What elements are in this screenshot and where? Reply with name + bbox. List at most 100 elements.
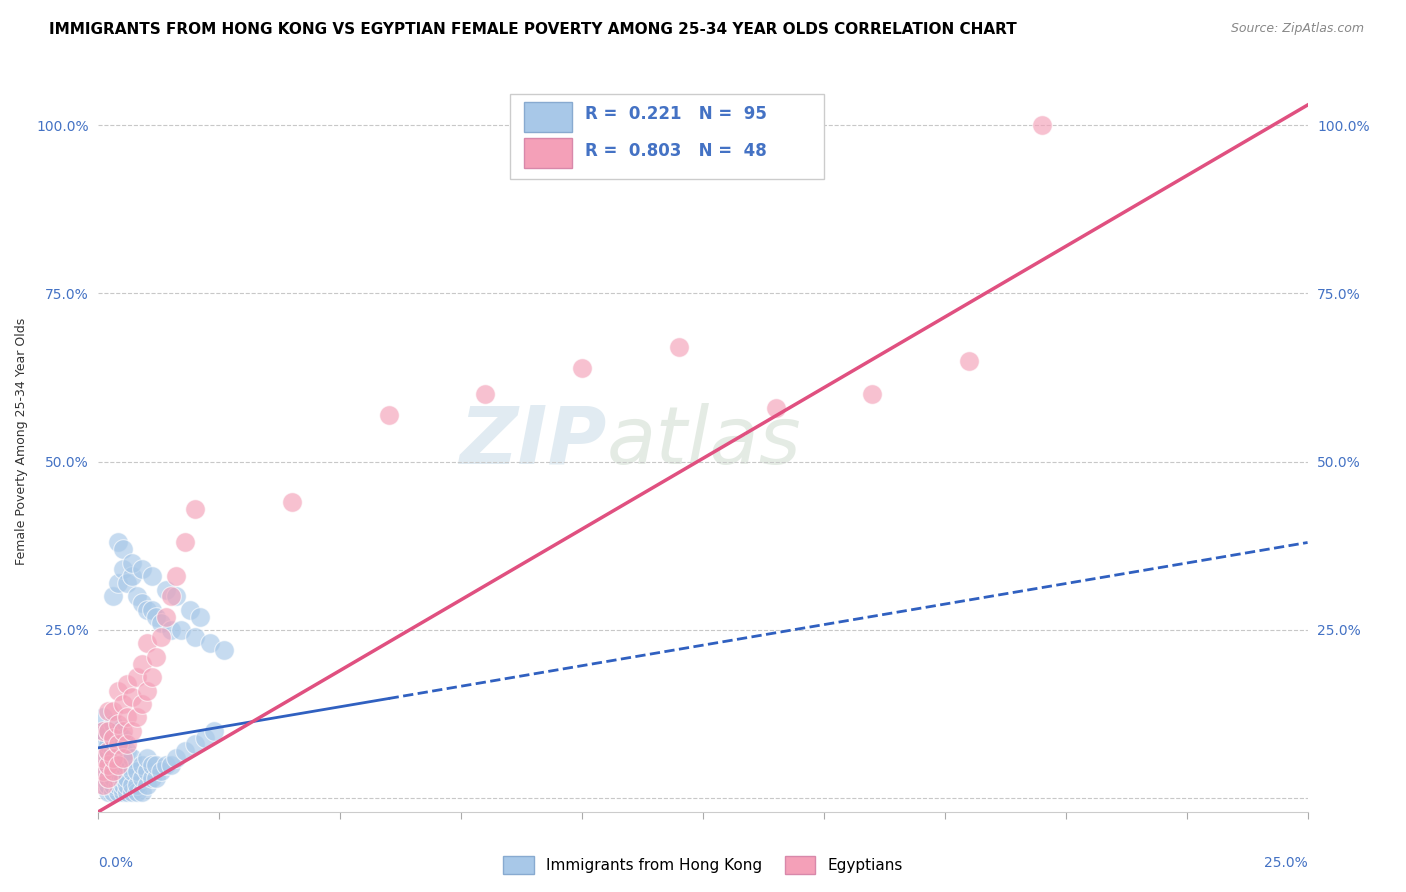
Point <box>212 643 235 657</box>
Point <box>101 717 124 731</box>
Point <box>107 764 129 779</box>
Point <box>97 757 120 772</box>
Point <box>111 751 134 765</box>
FancyBboxPatch shape <box>524 103 572 132</box>
Point <box>160 590 183 604</box>
Point <box>174 744 197 758</box>
Point <box>111 562 134 576</box>
Point <box>145 757 167 772</box>
Point <box>135 603 157 617</box>
Point <box>107 535 129 549</box>
Point <box>121 751 143 765</box>
Point <box>97 751 120 765</box>
Point <box>184 501 207 516</box>
Point <box>101 764 124 779</box>
Point <box>107 751 129 765</box>
Y-axis label: Female Poverty Among 25-34 Year Olds: Female Poverty Among 25-34 Year Olds <box>14 318 28 566</box>
Text: 25.0%: 25.0% <box>1264 856 1308 870</box>
Point <box>377 408 399 422</box>
Point <box>281 495 304 509</box>
Point <box>135 751 157 765</box>
Point <box>198 636 221 650</box>
Point <box>131 784 153 798</box>
Point <box>101 731 124 745</box>
Point <box>131 697 153 711</box>
Point <box>150 616 173 631</box>
Point <box>107 784 129 798</box>
Point <box>107 717 129 731</box>
Point <box>91 757 114 772</box>
Point <box>160 623 183 637</box>
FancyBboxPatch shape <box>509 94 824 178</box>
Point <box>97 744 120 758</box>
Point <box>107 683 129 698</box>
Point <box>765 401 787 415</box>
Point <box>141 670 163 684</box>
Point <box>127 710 149 724</box>
Point <box>91 710 114 724</box>
Point <box>860 387 883 401</box>
Point <box>111 697 134 711</box>
Point <box>121 784 143 798</box>
Point <box>107 723 129 738</box>
Point <box>107 757 129 772</box>
Point <box>184 630 207 644</box>
Point <box>204 723 226 738</box>
Point <box>121 764 143 779</box>
Point <box>135 778 157 792</box>
Point <box>101 771 124 785</box>
Text: Source: ZipAtlas.com: Source: ZipAtlas.com <box>1230 22 1364 36</box>
Point <box>165 569 187 583</box>
Point <box>111 744 134 758</box>
Text: R =  0.221   N =  95: R = 0.221 N = 95 <box>585 105 766 123</box>
Point <box>474 387 496 401</box>
Point <box>135 683 157 698</box>
Point <box>101 764 124 779</box>
Point <box>184 738 207 752</box>
Point <box>107 738 129 752</box>
Text: ZIP: ZIP <box>458 402 606 481</box>
Point <box>117 771 139 785</box>
Point <box>91 751 114 765</box>
Point <box>141 569 163 583</box>
Point <box>97 723 120 738</box>
Point <box>91 751 114 765</box>
Point <box>107 738 129 752</box>
Point <box>117 738 139 752</box>
Point <box>165 590 187 604</box>
Point <box>91 778 114 792</box>
Text: 0.0%: 0.0% <box>98 856 134 870</box>
Point <box>121 690 143 705</box>
Point <box>101 744 124 758</box>
Point <box>91 744 114 758</box>
Point <box>91 738 114 752</box>
Point <box>160 757 183 772</box>
Point <box>127 784 149 798</box>
Point <box>111 771 134 785</box>
Point <box>111 731 134 745</box>
Point <box>188 609 211 624</box>
Point <box>145 609 167 624</box>
Point <box>141 603 163 617</box>
Point <box>155 757 177 772</box>
Point <box>165 751 187 765</box>
Point <box>117 757 139 772</box>
Point <box>131 757 153 772</box>
Point <box>121 569 143 583</box>
Point <box>121 778 143 792</box>
Point <box>97 704 120 718</box>
Point <box>179 603 201 617</box>
Point <box>141 757 163 772</box>
Point <box>97 784 120 798</box>
Point <box>91 778 114 792</box>
Point <box>150 630 173 644</box>
Point <box>91 764 114 779</box>
Point <box>1031 118 1053 132</box>
Point <box>97 744 120 758</box>
Point <box>111 784 134 798</box>
Point <box>117 778 139 792</box>
Text: R =  0.803   N =  48: R = 0.803 N = 48 <box>585 143 766 161</box>
Point <box>135 764 157 779</box>
Point <box>97 757 120 772</box>
Point <box>131 657 153 671</box>
